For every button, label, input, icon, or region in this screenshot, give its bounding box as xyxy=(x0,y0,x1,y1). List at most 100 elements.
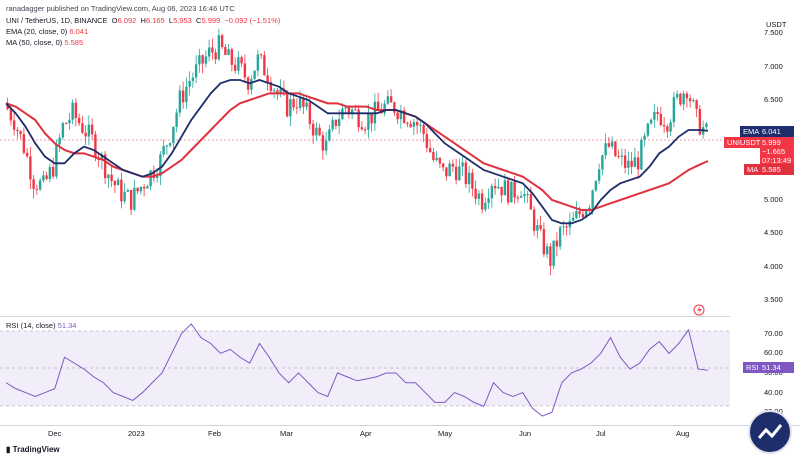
candle-body xyxy=(669,122,672,132)
candle-body xyxy=(259,54,263,56)
symbol-tag-change: −1.665 xyxy=(760,146,794,157)
candle-body xyxy=(256,54,260,71)
candle-body xyxy=(243,63,247,78)
candle-body xyxy=(441,163,445,168)
candle-body xyxy=(467,172,471,185)
candle-body xyxy=(360,127,364,130)
candle-body xyxy=(552,240,555,266)
candle-body xyxy=(656,111,659,115)
candle-body xyxy=(94,134,97,158)
candle-body xyxy=(103,154,107,179)
candle-body xyxy=(165,145,169,147)
candle-body xyxy=(646,123,650,136)
price-axis-label: 5.000 xyxy=(764,195,783,204)
candle-body xyxy=(406,122,409,124)
candle-body xyxy=(350,109,354,114)
candle-body xyxy=(266,75,269,83)
tradingview-badge-icon[interactable] xyxy=(748,410,792,454)
candle-body xyxy=(334,119,338,126)
candle-body xyxy=(451,163,455,167)
candle-body xyxy=(666,126,669,132)
candle-body xyxy=(35,188,39,190)
symbol-legend: UNI / TetherUS, 1D, BINANCE O6.092 H6.16… xyxy=(6,16,280,25)
candle-body xyxy=(142,186,146,189)
candle-body xyxy=(679,93,682,105)
candle-body xyxy=(214,52,217,60)
candle-body xyxy=(432,152,435,161)
candle-body xyxy=(133,187,136,210)
candle-body xyxy=(178,90,182,113)
candle-body xyxy=(445,167,448,177)
ma-line xyxy=(5,92,709,211)
candle-body xyxy=(695,100,698,109)
candle-body xyxy=(107,174,110,179)
candle-body xyxy=(454,166,458,181)
time-axis-label: Feb xyxy=(208,429,221,438)
candle-body xyxy=(383,103,386,114)
candle-body xyxy=(9,109,13,121)
price-axis-label: 7.000 xyxy=(764,61,783,71)
candle-body xyxy=(321,135,325,151)
candle-body xyxy=(458,166,461,181)
candle-body xyxy=(500,186,503,196)
candle-body xyxy=(16,129,19,131)
candle-body xyxy=(688,98,692,102)
candle-body xyxy=(513,181,516,198)
candle-body xyxy=(168,143,172,146)
candle-body xyxy=(308,102,312,124)
candle-body xyxy=(100,154,104,160)
candle-body xyxy=(272,90,276,92)
candle-body xyxy=(409,123,412,127)
candle-body xyxy=(250,79,253,90)
candle-body xyxy=(526,193,529,195)
candle-body xyxy=(487,198,490,203)
candle-body xyxy=(581,214,585,218)
lightning-glyph-icon xyxy=(697,306,702,314)
candle-body xyxy=(627,160,630,168)
candle-body xyxy=(649,119,653,124)
candle-body xyxy=(562,226,565,228)
candle-body xyxy=(415,122,419,126)
open-value: 6.092 xyxy=(117,16,137,25)
time-axis-label: 2023 xyxy=(128,429,145,438)
countdown-tag: 07:13:49 xyxy=(760,155,794,166)
candle-body xyxy=(149,170,152,187)
candle-body xyxy=(630,160,633,167)
time-axis-label: Aug xyxy=(676,429,690,438)
candle-body xyxy=(633,157,637,167)
candle-body xyxy=(519,196,523,198)
price-axis-label: 3.500 xyxy=(764,295,783,304)
candle-body xyxy=(662,124,666,127)
candle-body xyxy=(620,155,624,157)
ma-legend-value: 5.585 xyxy=(64,38,84,47)
candle-body xyxy=(354,109,357,111)
candle-body xyxy=(370,113,373,124)
candle-body xyxy=(510,181,513,203)
candle-body xyxy=(542,229,546,255)
candle-body xyxy=(493,185,497,189)
candle-body xyxy=(653,111,656,120)
candle-body xyxy=(328,129,331,141)
candle-body xyxy=(191,77,195,81)
candle-body xyxy=(389,96,393,103)
price-axis-label: 7.500 xyxy=(764,28,783,38)
candle-body xyxy=(643,135,646,140)
candle-body xyxy=(607,143,611,147)
candle-body xyxy=(285,91,289,117)
candle-body xyxy=(61,123,65,138)
symbol-tag-value: 5.999 xyxy=(760,137,794,148)
candle-body xyxy=(623,155,627,168)
footer-brand[interactable]: ▮ TradingView xyxy=(6,445,60,454)
lightning-icon[interactable] xyxy=(693,304,705,316)
candle-body xyxy=(331,119,334,130)
candle-body xyxy=(279,88,282,94)
candle-body xyxy=(68,119,71,124)
ema-legend-value: 6.041 xyxy=(69,27,89,36)
candle-body xyxy=(123,191,126,202)
candle-body xyxy=(376,101,380,110)
candle-body xyxy=(126,190,130,192)
price-axis-label: 6.500 xyxy=(764,95,783,104)
candle-body xyxy=(269,82,273,91)
time-axis-label: Jun xyxy=(519,429,532,438)
